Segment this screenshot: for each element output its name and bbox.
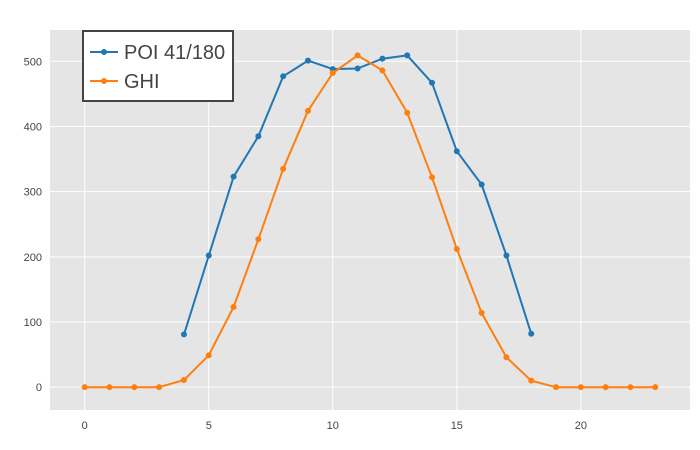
grid-lines <box>50 30 690 410</box>
y-tick-label: 100 <box>24 317 42 329</box>
legend-swatch-marker <box>101 78 107 84</box>
data-point[interactable] <box>478 309 485 316</box>
data-point[interactable] <box>304 57 311 64</box>
data-point[interactable] <box>205 352 212 359</box>
y-axis-ticks: 0 100 200 300 400 500 <box>24 56 42 394</box>
data-point[interactable] <box>453 148 460 155</box>
legend-box <box>82 30 234 102</box>
data-point[interactable] <box>503 252 510 259</box>
x-axis-ticks: 0 5 10 15 20 <box>82 420 587 432</box>
data-point[interactable] <box>329 70 336 77</box>
data-point[interactable] <box>379 67 386 74</box>
data-point[interactable] <box>404 109 411 116</box>
data-point[interactable] <box>528 330 535 337</box>
data-point[interactable] <box>156 384 163 391</box>
data-point[interactable] <box>255 133 262 140</box>
data-point[interactable] <box>255 236 262 243</box>
data-point[interactable] <box>230 304 237 311</box>
data-point[interactable] <box>81 384 88 391</box>
x-tick-label: 10 <box>327 420 339 432</box>
data-point[interactable] <box>205 252 212 259</box>
data-point[interactable] <box>106 384 113 391</box>
data-point[interactable] <box>429 79 436 86</box>
data-point[interactable] <box>577 384 584 391</box>
legend-entry-label: GHI <box>124 71 160 93</box>
data-point[interactable] <box>453 246 460 253</box>
y-tick-label: 500 <box>24 56 42 68</box>
y-tick-label: 200 <box>24 252 42 264</box>
series-line-1 <box>84 54 656 389</box>
data-point[interactable] <box>304 107 311 114</box>
data-point[interactable] <box>404 52 411 59</box>
data-point[interactable] <box>429 174 436 181</box>
data-point[interactable] <box>354 52 361 59</box>
data-point[interactable] <box>180 331 187 338</box>
data-point[interactable] <box>478 181 485 188</box>
x-tick-label: 5 <box>206 420 212 432</box>
x-tick-label: 20 <box>575 420 587 432</box>
data-point[interactable] <box>627 384 634 391</box>
data-point[interactable] <box>379 55 386 62</box>
data-point[interactable] <box>280 165 287 172</box>
series-group <box>81 52 659 391</box>
data-point[interactable] <box>131 384 138 391</box>
legend-swatch-marker <box>101 49 107 55</box>
legend[interactable]: POI 41/180 GHI <box>82 30 234 102</box>
y-tick-label: 400 <box>24 121 42 133</box>
data-point[interactable] <box>503 354 510 361</box>
data-point[interactable] <box>652 384 659 391</box>
data-point[interactable] <box>528 377 535 384</box>
data-point[interactable] <box>602 384 609 391</box>
data-point[interactable] <box>354 65 361 72</box>
data-point[interactable] <box>553 384 560 391</box>
data-point[interactable] <box>230 173 237 180</box>
data-point[interactable] <box>280 73 287 80</box>
y-tick-label: 300 <box>24 187 42 199</box>
data-point[interactable] <box>180 377 187 384</box>
y-tick-label: 0 <box>36 382 42 394</box>
x-tick-label: 0 <box>82 420 88 432</box>
x-tick-label: 15 <box>451 420 463 432</box>
legend-entry-label: POI 41/180 <box>124 42 225 64</box>
